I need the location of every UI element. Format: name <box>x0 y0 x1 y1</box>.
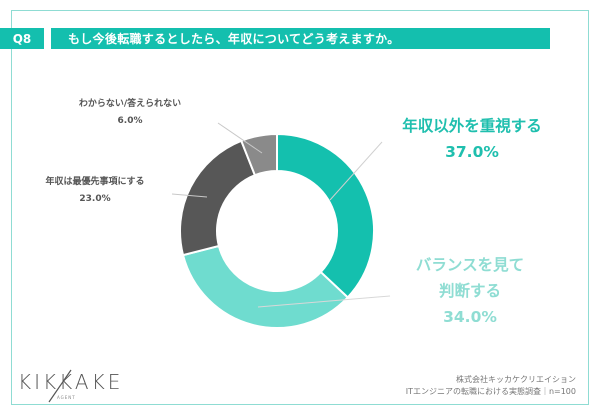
label-s2: バランスを見て 判断する 34.0% <box>395 252 545 330</box>
label-s2-name-line1: バランスを見て <box>415 256 525 274</box>
credit-company: 株式会社キッカケクリエイション <box>456 375 576 384</box>
question-number-badge: Q8 <box>0 28 44 49</box>
label-s1-name: 年収以外を重視する <box>402 117 542 135</box>
credit-survey: ITエンジニアの転職における実態調査｜n=100 <box>405 387 576 396</box>
logo-subtitle: AGENT <box>57 395 76 400</box>
logo-slash-icon <box>48 369 72 403</box>
leader-line-s4 <box>217 122 263 154</box>
label-s3-name: 年収は最優先事項にする <box>45 177 145 187</box>
segment-s2 <box>181 244 350 329</box>
label-s2-name-line2: 判断する <box>438 282 501 300</box>
question-title: もし今後転職するとしたら、年収についてどう考えますか。 <box>51 28 550 49</box>
segment-s4 <box>239 132 278 177</box>
label-s1: 年収以外を重視する 37.0% <box>382 113 562 165</box>
segment-s3 <box>179 139 257 257</box>
leader-line-s2 <box>257 295 391 308</box>
chart-frame <box>11 10 589 405</box>
leader-line-s3 <box>171 193 208 198</box>
label-s3-value: 23.0% <box>79 194 111 204</box>
label-s2-value: 34.0% <box>443 308 497 326</box>
label-s1-value: 37.0% <box>445 143 499 161</box>
label-s4: わからない/答えられない 6.0% <box>55 96 205 130</box>
leader-line-s1 <box>329 141 383 201</box>
segment-s1 <box>276 132 375 299</box>
label-s4-name: わからない/答えられない <box>78 99 182 109</box>
label-s4-value: 6.0% <box>117 116 143 126</box>
label-s3: 年収は最優先事項にする 23.0% <box>20 174 170 208</box>
kikkake-logo: KIKKAKE <box>18 370 124 394</box>
